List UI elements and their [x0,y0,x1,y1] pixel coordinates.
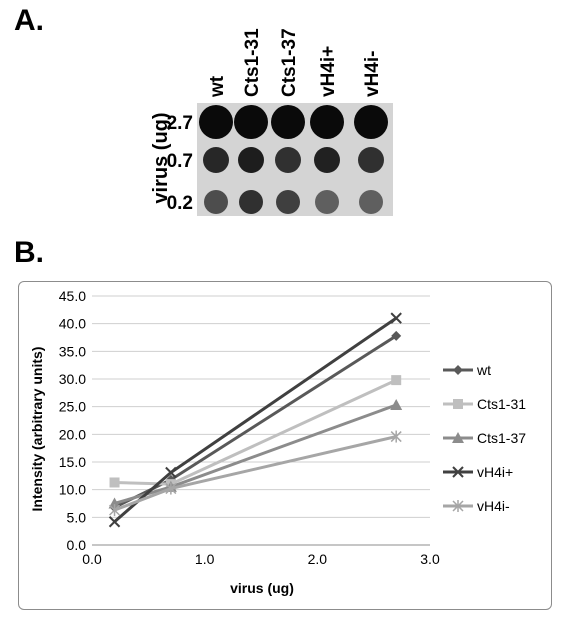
data-point [109,477,120,488]
dot-blot: wt Cts1-31 Cts1-37 vH4i+ vH4i- 2.7 0.7 0.2 vir… [150,28,393,216]
y-tick-label: 30.0 [59,371,86,387]
blot-spot [315,190,339,214]
blot-column-label: vH4i+ [318,46,339,97]
blot-row-label: 0.7 [167,151,193,172]
panel-a-label: A. [14,4,44,37]
blot-column-label: Cts1-31 [242,28,263,97]
y-axis-label: Intensity (arbitrary units) [29,347,45,512]
y-tick-label: 10.0 [59,482,86,498]
blot-spot [359,190,383,214]
series-vH4i+ [108,312,402,528]
legend-item: wt [443,362,491,378]
blot-spot [239,190,263,214]
y-tick-label: 45.0 [59,288,86,304]
blot-spot [310,105,344,139]
y-tick-label: 25.0 [59,399,86,415]
blot-column-label: Cts1-37 [279,28,300,97]
y-tick-label: 40.0 [59,316,86,332]
blot-spot [275,147,301,173]
blot-column-label: wt [207,75,228,98]
y-tick-label: 20.0 [59,426,86,442]
blot-spot [204,190,228,214]
series-wt [109,330,402,513]
legend-label: wt [476,362,491,378]
x-tick-label: 1.0 [195,551,215,567]
legend-label: Cts1-37 [477,430,526,446]
blot-spot [358,147,384,173]
legend-item: Cts1-37 [443,430,526,446]
legend-label: vH4i- [477,498,510,514]
legend-item: vH4i+ [443,464,513,480]
x-tick-labels: 0.0 1.0 2.0 3.0 [82,551,440,567]
blot-spot [314,147,340,173]
blot-column-label: vH4i- [362,51,383,97]
series-layer [108,312,403,528]
legend-item: vH4i- [443,498,510,514]
data-point [165,466,177,479]
legend-marker [452,500,464,512]
y-tick-label: 0.0 [67,537,87,553]
blot-column-labels: wt Cts1-31 Cts1-37 vH4i+ vH4i- [207,28,383,98]
legend-marker [452,432,464,443]
series-vH4i- [109,430,402,517]
blot-spot [276,190,300,214]
series-line [113,435,397,512]
data-point [109,504,121,517]
legend-marker [453,365,463,375]
legend-item: Cts1-31 [443,396,526,412]
x-tick-label: 3.0 [420,551,440,567]
data-point [390,399,403,411]
data-point [390,430,402,443]
legend-marker [453,399,463,409]
legend-label: vH4i+ [477,464,513,480]
x-tick-label: 2.0 [308,551,328,567]
y-tick-label: 15.0 [59,454,86,470]
blot-spot [354,105,388,139]
series-Cts1-31 [109,375,402,490]
data-point [390,312,402,324]
data-point [391,330,402,341]
blot-spot [203,147,229,173]
blot-spot [271,105,305,139]
data-point [391,375,402,386]
y-tick-label: 35.0 [59,343,86,359]
blot-spots [199,105,388,214]
blot-spot [234,105,268,139]
data-point [165,482,177,495]
legend-marker [452,466,464,478]
blot-row-axis-label: virus (ug) [150,112,172,203]
blot-row-label: 2.7 [167,113,193,134]
y-tick-label: 5.0 [67,509,87,525]
y-tick-labels: 0.0 5.0 10.0 15.0 20.0 25.0 30.0 35.0 40.0 45.0 [59,288,86,553]
data-point [108,516,121,528]
data-point [108,497,121,509]
legend-label: Cts1-31 [477,396,526,412]
x-tick-label: 0.0 [82,551,102,567]
series-line [114,403,397,505]
blot-spot [238,147,264,173]
blot-spot [199,105,233,139]
legend: wt Cts1-31 Cts1-37 vH4i+ vH4i- [443,362,526,514]
blot-row-label: 0.2 [167,193,193,214]
x-axis-label: virus (ug) [230,580,294,596]
blot-row-labels: 2.7 0.7 0.2 [167,113,193,214]
panel-b-label: B. [14,236,44,269]
